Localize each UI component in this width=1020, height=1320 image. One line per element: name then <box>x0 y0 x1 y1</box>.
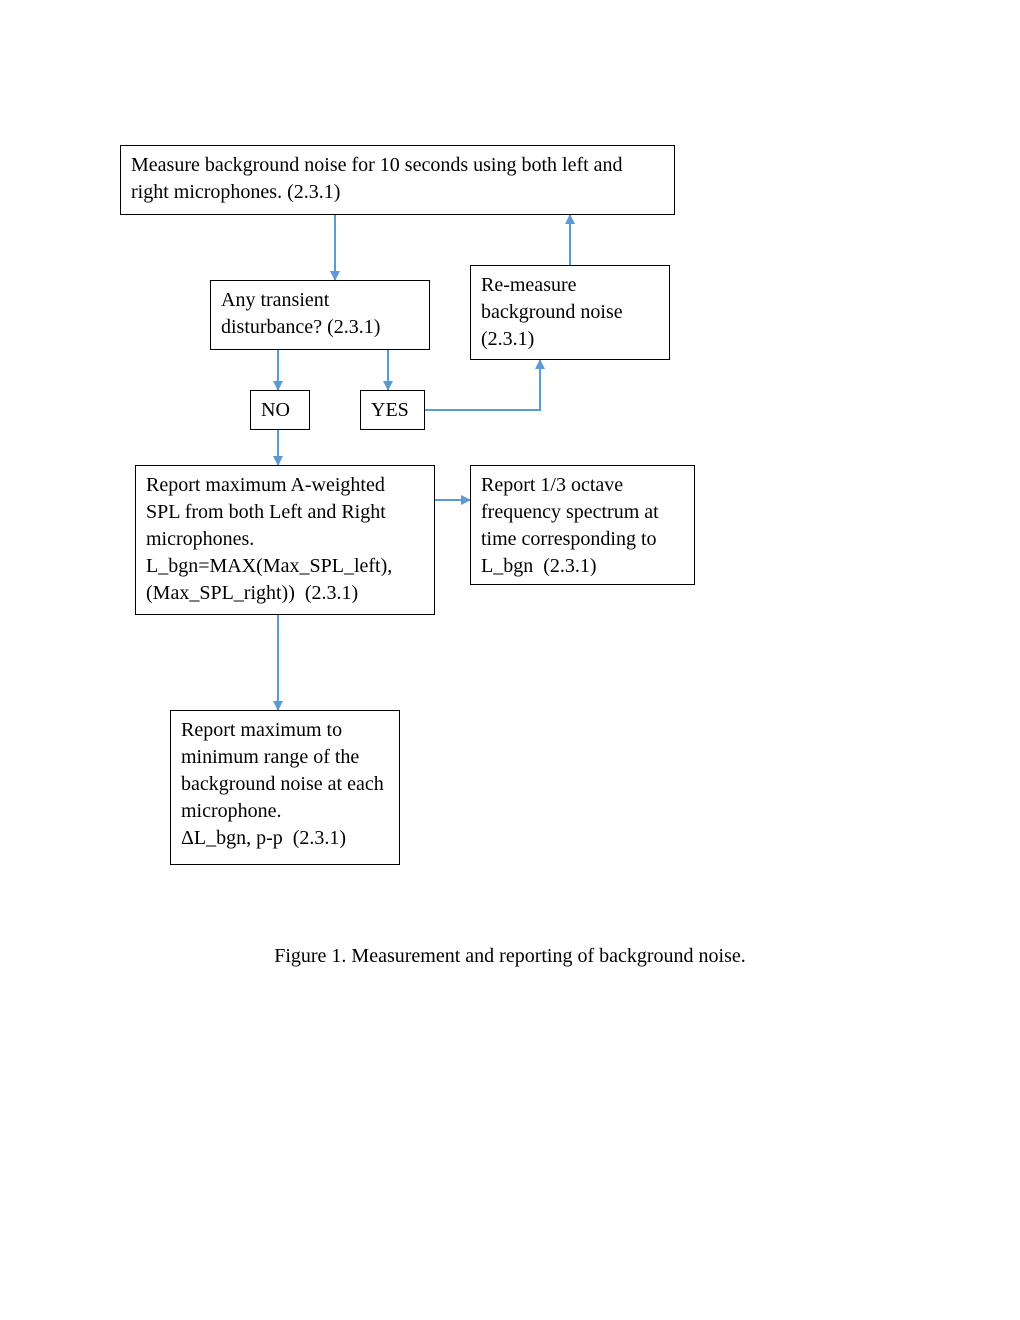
flowchart-node-report_range: Report maximum to minimum range of the b… <box>170 710 400 865</box>
flowchart-edge <box>425 360 540 410</box>
flowchart-node-report_octave: Report 1/3 octave frequency spectrum at … <box>470 465 695 585</box>
flowchart-node-yes: YES <box>360 390 425 430</box>
flowchart-canvas: Measure background noise for 10 seconds … <box>0 0 1020 1320</box>
flowchart-node-measure: Measure background noise for 10 seconds … <box>120 145 675 215</box>
flowchart-node-transient: Any transient disturbance? (2.3.1) <box>210 280 430 350</box>
flowchart-node-no: NO <box>250 390 310 430</box>
figure-caption: Figure 1. Measurement and reporting of b… <box>0 945 1020 968</box>
flowchart-node-report_spl: Report maximum A-weighted SPL from both … <box>135 465 435 615</box>
flowchart-node-remeasure: Re-measure background noise (2.3.1) <box>470 265 670 360</box>
